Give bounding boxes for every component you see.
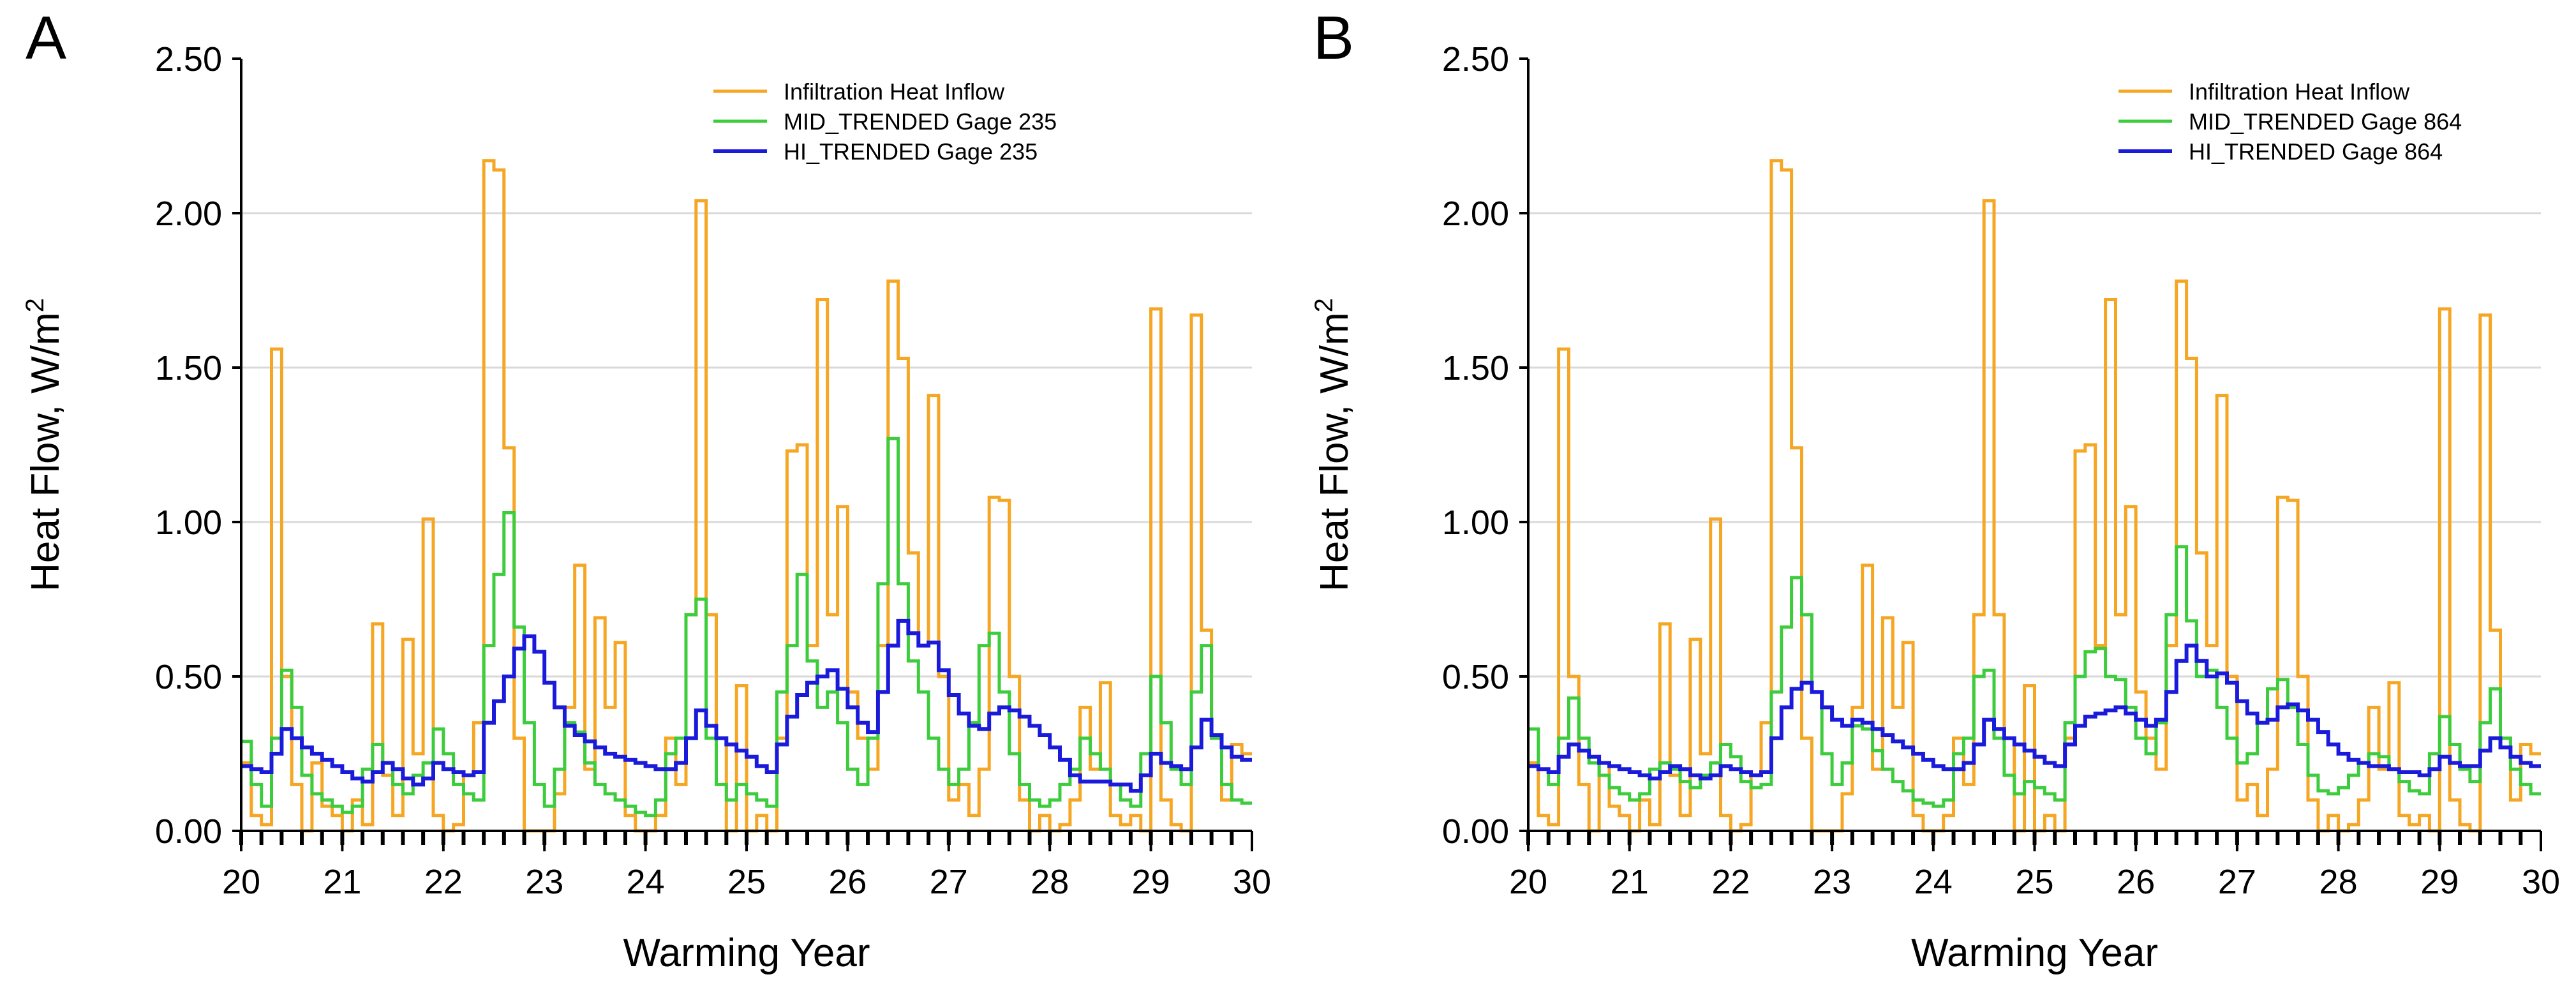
x-tick-label: 28	[1031, 863, 1069, 901]
panel-letter: A	[26, 4, 66, 72]
panel-b: B 0.00 0.50 1.00 1.50 2.00 2.50 20 21 22 23 24 25 26 2…	[1310, 4, 2560, 975]
x-tick-label: 24	[627, 863, 665, 901]
panel-letter: B	[1313, 4, 1354, 72]
y-tick-label: 2.00	[1442, 195, 1509, 233]
legend-label-hi: HI_TRENDED Gage 235	[784, 138, 1038, 165]
panel-a: A 0.00 0.50 1.00 1.50 2.00 2.50 20 21 22 23 24 25 26 2…	[21, 4, 1271, 975]
legend: Infiltration Heat Inflow MID_TRENDED Gage…	[713, 78, 1057, 165]
y-tick-label: 1.00	[1442, 504, 1509, 542]
x-axis-title: Warming Year	[1911, 931, 2158, 975]
x-tick-label: 20	[1509, 863, 1547, 901]
legend-label-mid: MID_TRENDED Gage 864	[2189, 108, 2462, 135]
y-tick-label: 2.50	[1442, 40, 1509, 78]
y-axis-title-superscript: 2	[1310, 298, 1338, 312]
x-tick-label: 25	[727, 863, 766, 901]
legend: Infiltration Heat Inflow MID_TRENDED Gage…	[2118, 78, 2462, 165]
legend-label-infiltration: Infiltration Heat Inflow	[2189, 78, 2410, 105]
y-tick-label: 2.50	[155, 40, 222, 78]
y-tick-label: 0.00	[155, 812, 222, 851]
y-tick-label: 0.00	[1442, 812, 1509, 851]
series-line-hi	[1528, 643, 2541, 780]
x-tick-label: 26	[828, 863, 867, 901]
x-tick-label: 23	[1813, 863, 1851, 901]
y-axis-title: Heat Flow, W/m2	[21, 298, 68, 592]
legend-label-mid: MID_TRENDED Gage 235	[784, 108, 1057, 135]
y-tick-label: 0.50	[1442, 658, 1509, 696]
series-line-mid	[1528, 545, 2541, 808]
legend-label-infiltration: Infiltration Heat Inflow	[784, 78, 1005, 105]
y-axis-title-superscript: 2	[21, 298, 49, 312]
y-tick-label: 1.00	[155, 504, 222, 542]
x-tick-label: 23	[525, 863, 563, 901]
x-tick-label: 27	[930, 863, 968, 901]
x-tick-label: 26	[2117, 863, 2155, 901]
series-line-infiltration	[241, 159, 1252, 833]
y-tick-label: 1.50	[1442, 349, 1509, 387]
y-tick-label: 2.00	[155, 195, 222, 233]
x-tick-label: 29	[1132, 863, 1170, 901]
series-line-hi	[241, 618, 1252, 793]
series-line-infiltration	[1528, 159, 2541, 833]
legend-label-hi: HI_TRENDED Gage 864	[2189, 138, 2443, 165]
y-tick-label: 1.50	[155, 349, 222, 387]
series-line-mid	[241, 437, 1252, 818]
x-tick-label: 22	[1711, 863, 1750, 901]
x-tick-label: 21	[323, 863, 361, 901]
x-tick-label: 20	[222, 863, 260, 901]
x-tick-label: 21	[1611, 863, 1649, 901]
x-tick-label: 27	[2218, 863, 2256, 901]
x-tick-label: 30	[2522, 863, 2560, 901]
x-tick-label: 28	[2319, 863, 2358, 901]
y-tick-label: 0.50	[155, 658, 222, 696]
x-tick-label: 29	[2420, 863, 2459, 901]
y-axis-title: Heat Flow, W/m2	[1310, 298, 1357, 592]
x-tick-label: 30	[1233, 863, 1271, 901]
x-tick-label: 22	[424, 863, 463, 901]
x-tick-label: 24	[1914, 863, 1953, 901]
x-tick-label: 25	[2015, 863, 2053, 901]
x-axis-title: Warming Year	[623, 931, 870, 975]
